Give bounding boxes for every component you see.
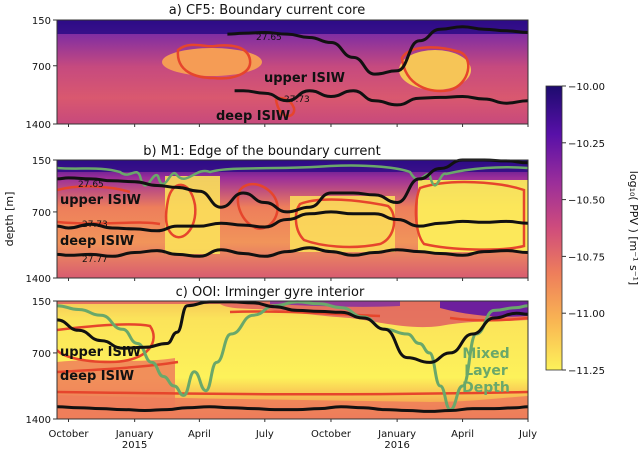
colorbar-tick-label: −10.25 — [568, 139, 605, 150]
contour-label: 27.77 — [82, 255, 108, 265]
x-tick-label: October — [48, 429, 89, 440]
panel-c-contours — [56, 300, 529, 413]
x-tick-label: October — [311, 429, 352, 440]
panel-a-title: a) CF5: Boundary current core — [169, 3, 365, 18]
colorbar-ramp — [545, 85, 563, 371]
y-tick-label: 700 — [32, 62, 51, 73]
panel-c-hot-contour — [449, 316, 528, 322]
panel-c-top-band — [57, 301, 528, 328]
panel-c-title: c) OOI: Irminger gyre interior — [176, 285, 365, 300]
colorbar-tick-label: −11.00 — [568, 309, 605, 320]
panel-c-mixed-layer — [56, 300, 529, 412]
colorbar-label: log₁₀( PPV ) [m⁻¹ s⁻¹] — [627, 171, 640, 285]
panel-a-contours — [227, 25, 529, 107]
mixed-layer-label: Mixed Layer Depth — [462, 346, 510, 396]
density-contour — [56, 158, 529, 214]
density-contour — [56, 405, 529, 413]
panel-a-low-ppv-patch — [399, 50, 471, 90]
panel-c-lower-band — [57, 395, 528, 419]
x-tick-label-line: October — [48, 429, 89, 440]
x-tick-label-line: 2016 — [384, 440, 409, 451]
mixed-layer-line — [56, 300, 529, 412]
panel-b-mixed-layer — [57, 164, 528, 187]
panel-b-frame — [56, 159, 529, 279]
panel-a-surface-band — [57, 20, 528, 34]
x-tick-label-line: 2015 — [122, 440, 147, 451]
density-contour — [56, 246, 529, 258]
panel-c-hot-contour — [57, 360, 179, 374]
x-tick-label-line: July — [255, 429, 274, 440]
panel-b-hot-contour — [164, 183, 197, 239]
panel-b-hot-contour — [294, 198, 396, 249]
x-tick-label-line: April — [188, 429, 211, 440]
x-tick-label: April — [451, 429, 474, 440]
colorbar: −10.00 −10.25 −10.50 −10.75 −11.00 −11.25 log… — [545, 82, 640, 377]
panel-b-hot-contour — [57, 185, 131, 194]
panel-b-low-ppv-patch — [418, 180, 528, 252]
annotation-upper-isiw: upper ISIW — [264, 71, 345, 86]
panel-b-hot-contour — [57, 220, 161, 226]
density-contour — [234, 89, 529, 107]
contour-label: 27.73 — [82, 220, 108, 230]
y-axis-ticks: 150 700 1400 150 700 1400 150 700 1400 — [26, 16, 57, 426]
x-tick-label-line: January — [377, 429, 416, 440]
mixed-layer-label-line: Layer — [464, 363, 508, 379]
x-tick-label: July — [518, 429, 537, 440]
contour-label: 27.73 — [284, 95, 310, 105]
density-contour — [56, 210, 529, 233]
y-tick-label: 700 — [32, 208, 51, 219]
panel-b-contours — [56, 158, 529, 258]
panel-b: b) M1: Edge of the boundary current 27.6… — [56, 144, 529, 279]
contour-label: 27.65 — [256, 33, 282, 43]
y-tick-label: 700 — [32, 349, 51, 360]
mixed-layer-label-line: Depth — [462, 380, 510, 396]
y-tick-label: 1400 — [26, 274, 51, 285]
y-axis-label: depth [m] — [3, 192, 16, 247]
colorbar-ticks: −10.00 −10.25 −10.50 −10.75 −11.00 −11.25 — [562, 82, 605, 377]
panel-a: a) CF5: Boundary current core 27.65 27.7… — [56, 3, 529, 125]
annotation-deep-isiw: deep ISIW — [60, 234, 134, 249]
density-contour — [227, 25, 529, 76]
y-tick-label: 1400 — [26, 415, 51, 426]
y-tick-label: 150 — [32, 16, 51, 27]
x-tick-label: January 2016 — [377, 429, 416, 451]
panel-a-hot-contour — [400, 46, 470, 93]
panel-c-hot-contour — [229, 310, 381, 318]
annotation-deep-isiw: deep ISIW — [216, 109, 290, 124]
panel-a-hot-contour — [176, 43, 252, 80]
x-tick-label: July — [255, 429, 274, 440]
panel-c-top-band — [440, 301, 528, 317]
panel-b-surface-band — [57, 160, 528, 172]
colorbar-tick-label: −10.00 — [568, 82, 605, 93]
panel-b-low-ppv-patch — [290, 196, 395, 252]
panel-b-hot-contour — [236, 182, 279, 230]
colorbar-tick-label: −10.75 — [568, 252, 605, 263]
panel-a-low-ppv-patch — [162, 48, 262, 76]
x-tick-label: April — [188, 429, 211, 440]
panel-c: c) OOI: Irminger gyre interior upper ISI… — [56, 285, 529, 420]
x-tick-label-line: July — [518, 429, 537, 440]
annotation-upper-isiw: upper ISIW — [60, 193, 141, 208]
x-tick-label-line: January — [115, 429, 154, 440]
panel-c-hot-contour — [57, 323, 155, 364]
colorbar-tick-label: −10.50 — [568, 196, 605, 207]
y-tick-label: 1400 — [26, 120, 51, 131]
colorbar-tick-label: −11.25 — [568, 366, 605, 377]
contour-label: 27.65 — [78, 180, 104, 190]
mixed-layer-label-line: Mixed — [462, 346, 509, 362]
x-tick-label-line: April — [451, 429, 474, 440]
x-tick-label-line: October — [311, 429, 352, 440]
annotation-deep-isiw: deep ISIW — [60, 369, 134, 384]
panel-c-frame — [56, 300, 529, 420]
panel-a-frame — [56, 19, 529, 125]
y-tick-label: 150 — [32, 156, 51, 167]
annotation-upper-isiw: upper ISIW — [60, 345, 141, 360]
y-tick-label: 150 — [32, 297, 51, 308]
density-contour — [56, 300, 529, 364]
panel-b-title: b) M1: Edge of the boundary current — [143, 144, 380, 159]
x-tick-label: January 2015 — [115, 429, 154, 451]
